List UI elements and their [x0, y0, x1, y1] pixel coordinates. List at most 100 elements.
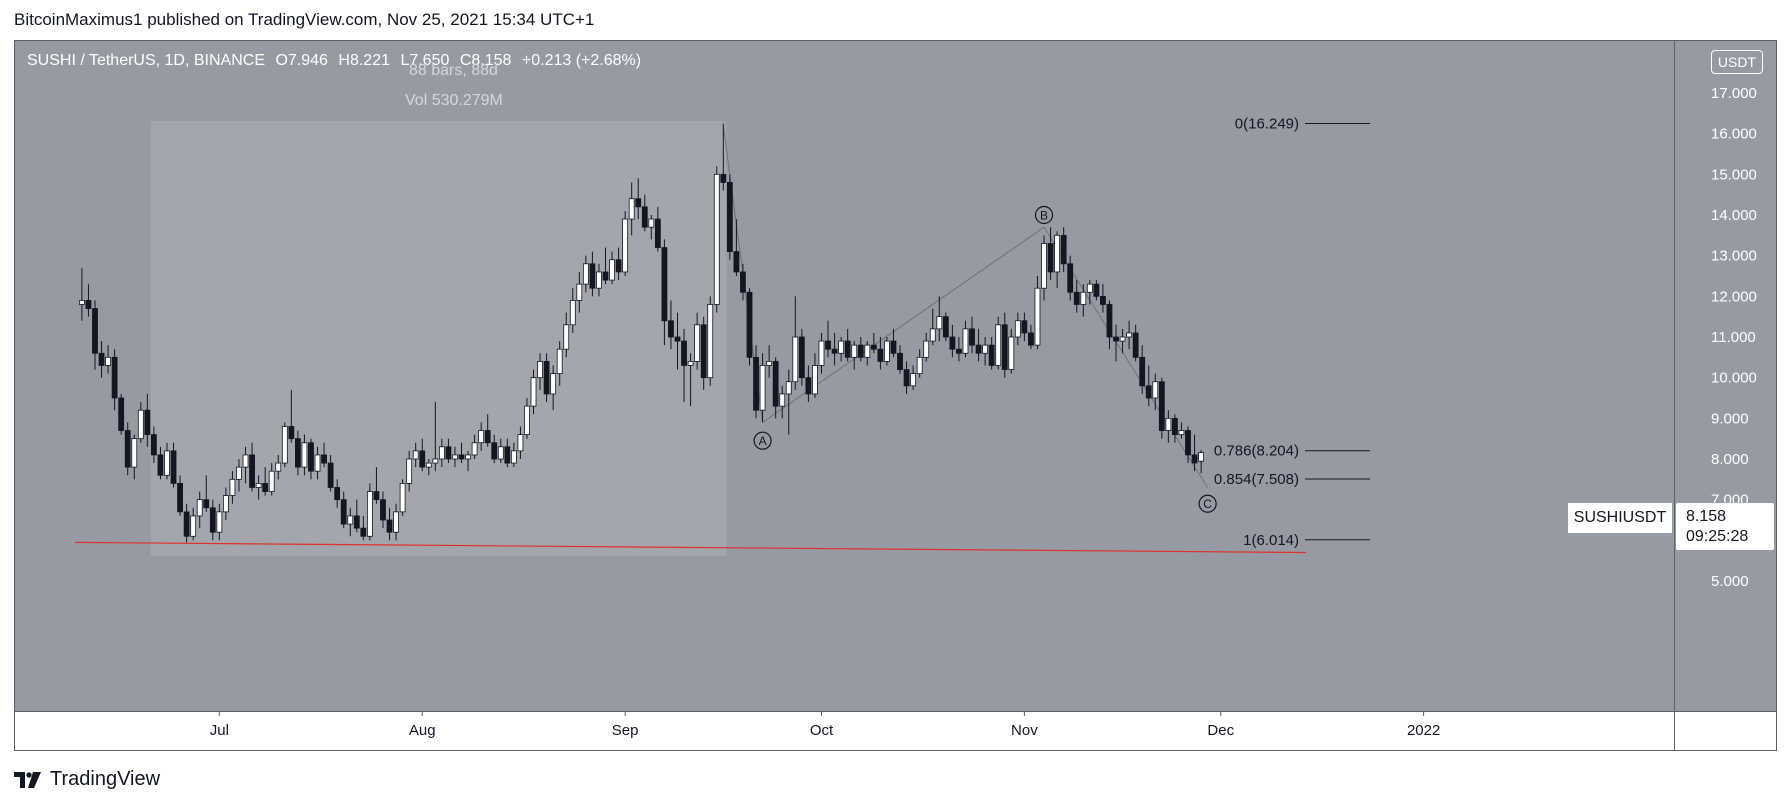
candle: [654, 206, 661, 252]
wave-label-text: A: [759, 434, 767, 448]
candle-body: [1067, 263, 1074, 293]
candle: [314, 446, 321, 480]
candle-body: [111, 356, 118, 399]
candle: [916, 349, 923, 378]
tradingview-brand[interactable]: TradingView: [14, 768, 160, 791]
legend-high: H8.221: [338, 52, 390, 69]
candle-body: [543, 360, 550, 395]
chart-frame: [14, 40, 1777, 751]
x-tick-label: Oct: [810, 722, 834, 739]
candle: [857, 337, 864, 362]
candle-body: [190, 515, 197, 537]
candle-body: [831, 348, 838, 354]
candle-body: [353, 515, 360, 529]
candle-body: [347, 515, 354, 525]
candle-body: [170, 450, 177, 484]
candle: [92, 300, 98, 370]
candle-body: [942, 316, 949, 338]
candle-body: [982, 344, 989, 354]
candle: [465, 450, 471, 472]
candle-body: [1047, 243, 1054, 273]
candle-body: [131, 438, 138, 468]
candle-body: [897, 352, 903, 370]
candle-body: [1178, 430, 1185, 435]
candle: [962, 320, 969, 358]
candle-body: [962, 328, 969, 354]
candle: [635, 178, 642, 220]
candle-body: [452, 454, 458, 460]
candle-body: [1165, 417, 1172, 431]
candle-body: [1106, 304, 1113, 338]
candle: [327, 454, 334, 492]
candle: [648, 215, 655, 240]
publisher-credit: BitcoinMaximus1 published on TradingView…: [14, 10, 595, 29]
candle-body: [838, 340, 845, 354]
y-tick-label: 5.000: [1711, 573, 1749, 590]
candle-body: [124, 430, 131, 468]
y-tick-label: 12.000: [1711, 288, 1757, 305]
legend-close: C8.158: [459, 52, 512, 69]
candle: [399, 479, 406, 516]
candle: [563, 312, 570, 358]
support-trendline: [75, 541, 1306, 554]
candle: [380, 491, 386, 529]
symbol-price-label: SUSHIUSDT: [1568, 503, 1672, 533]
candle-body: [910, 373, 917, 387]
candle: [1028, 324, 1034, 350]
candle-body: [445, 446, 452, 460]
candle: [897, 345, 903, 374]
candle-body: [504, 446, 511, 464]
candle: [1139, 345, 1146, 394]
candle-body: [196, 499, 203, 517]
candle: [301, 434, 308, 476]
candle-body: [805, 377, 812, 395]
candle-body: [164, 450, 170, 476]
corner-background: [1675, 712, 1776, 750]
candle-body: [687, 360, 694, 366]
candle: [517, 426, 524, 459]
candle: [373, 467, 380, 504]
candle: [497, 438, 504, 464]
wave-label-c: C: [1198, 494, 1217, 513]
candle-body: [988, 344, 995, 366]
candle: [1178, 422, 1185, 439]
candle-body: [576, 283, 583, 301]
candle-body: [393, 511, 399, 533]
candle-body: [602, 271, 609, 281]
candle-body: [314, 454, 321, 472]
candle-body: [857, 344, 864, 358]
candle: [438, 438, 445, 468]
candle-body: [327, 462, 334, 488]
candle: [419, 438, 426, 472]
candle: [308, 438, 314, 480]
candle-body: [1008, 336, 1015, 370]
candle: [360, 515, 367, 541]
measure-volume-label: Vol 530.279M: [405, 92, 503, 109]
candle-body: [792, 336, 799, 383]
candle: [537, 353, 543, 390]
candle: [641, 194, 648, 232]
candle: [242, 446, 249, 484]
x-tick-label: Aug: [409, 722, 436, 739]
candle: [150, 426, 157, 464]
candle: [674, 312, 681, 370]
candle-body: [157, 454, 164, 476]
candle: [589, 251, 596, 297]
candle: [707, 296, 714, 386]
fib-level-label: 0(16.249): [1235, 116, 1299, 133]
price-chart[interactable]: 0(16.249) 0.786(8.204) 0.854(7.508) 1(6.014…: [15, 41, 1776, 750]
candle: [164, 442, 170, 480]
candle-body: [1145, 385, 1152, 399]
candle: [569, 288, 576, 333]
candle: [550, 365, 557, 411]
candle: [818, 332, 825, 374]
currency-unit-button[interactable]: USDT: [1710, 50, 1763, 74]
candle-body: [380, 499, 386, 521]
candle-body: [268, 470, 275, 492]
candle-body: [569, 299, 576, 326]
candle: [668, 300, 674, 350]
candle-body: [1041, 243, 1047, 289]
candle-body: [550, 373, 557, 395]
candle-body: [1054, 234, 1061, 273]
candle-body: [183, 511, 190, 537]
